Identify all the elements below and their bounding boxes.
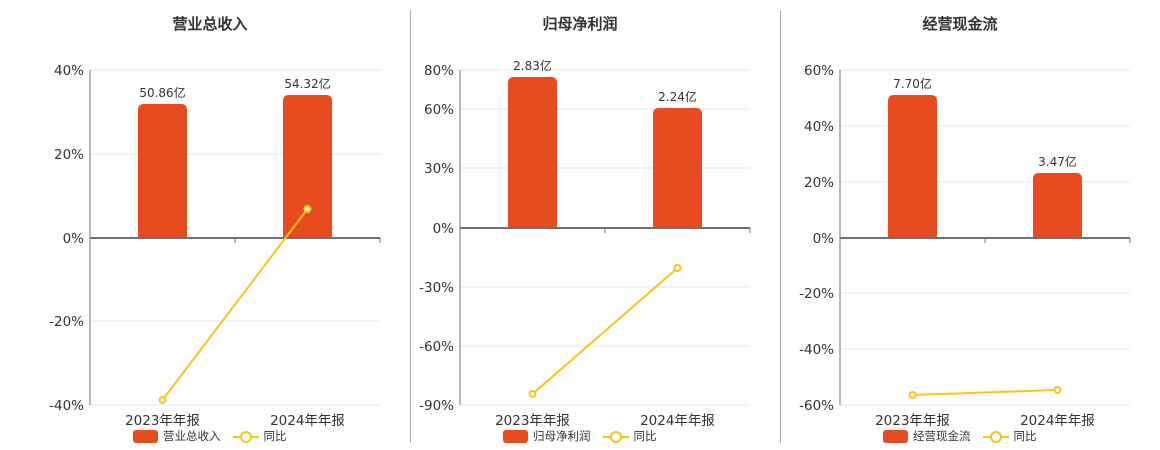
chart-plot: 40% 20% 0% -20% -40% 50.86亿 54.32亿 2023年年报 2024年… (49, 63, 381, 429)
y-tick-label: 20% (54, 147, 84, 163)
bar-value-label: 50.86亿 (139, 85, 185, 100)
chart-title: 营业总收入 (172, 15, 248, 33)
bar[interactable] (283, 95, 332, 238)
bar-value-label: 2.24亿 (658, 89, 697, 104)
bar[interactable] (653, 108, 702, 228)
bar[interactable] (138, 104, 187, 238)
legend-line-icon[interactable] (982, 430, 1009, 443)
yoy-line (912, 389, 1058, 396)
x-category-label: 2023年年报 (125, 413, 200, 429)
x-category-label: 2024年年报 (1020, 413, 1095, 429)
bar[interactable] (1033, 173, 1082, 238)
y-tick-label: 40% (54, 63, 84, 79)
bar-value-label: 7.70亿 (893, 76, 932, 91)
y-tick-label: 40% (804, 119, 834, 135)
yoy-line (161, 208, 309, 401)
y-tick-label: 0% (813, 231, 835, 247)
chart-legend: 经营现金流 同比 (883, 428, 1037, 444)
y-tick-label: -30% (419, 280, 454, 296)
y-tick-label: 30% (424, 161, 454, 177)
legend-bar-swatch[interactable] (133, 429, 158, 443)
legend-line-icon[interactable] (232, 430, 259, 443)
y-tick-label: -90% (419, 398, 454, 414)
chart-legend: 归母净利润 同比 (503, 428, 657, 444)
legend-bar-label[interactable]: 归母净利润 (533, 429, 591, 443)
y-tick-label: 20% (804, 175, 834, 191)
chart-legend: 营业总收入 同比 (133, 428, 287, 444)
y-tick-label: -20% (799, 286, 834, 302)
x-category-label: 2023年年报 (495, 413, 570, 429)
chart-panel-revenue: 营业总收入 40% 20% 0% -20% -40% 50.86亿 54.32亿 2023年年… (0, 0, 410, 450)
legend-bar-swatch[interactable] (883, 429, 908, 443)
bar-value-label: 54.32亿 (284, 76, 330, 91)
chart-panel-net-profit: 归母净利润 80% 60% 30% 0% -30% -60% -90% 2.83亿 2.24亿 2… (419, 15, 751, 444)
panel-divider (780, 10, 781, 443)
y-tick-label: -20% (49, 314, 84, 330)
yoy-point[interactable] (908, 391, 917, 399)
bar[interactable] (888, 95, 937, 238)
y-tick-label: -60% (799, 398, 834, 414)
yoy-point[interactable] (528, 390, 537, 398)
y-tick-label: 60% (804, 63, 834, 79)
bar-value-label: 3.47亿 (1038, 154, 1077, 169)
yoy-point[interactable] (673, 264, 682, 272)
legend-bar-label[interactable]: 营业总收入 (163, 429, 221, 443)
chart-title: 归母净利润 (542, 15, 618, 33)
y-tick-label: -60% (419, 339, 454, 355)
y-tick-label: -40% (799, 342, 834, 358)
chart-plot: 80% 60% 30% 0% -30% -60% -90% 2.83亿 2.24亿 2023年年报… (419, 58, 751, 429)
chart-title: 经营现金流 (922, 15, 998, 33)
legend-line-icon[interactable] (602, 430, 629, 443)
x-category-label: 2024年年报 (640, 413, 715, 429)
yoy-point[interactable] (158, 396, 167, 404)
yoy-line (531, 267, 679, 395)
y-tick-label: 80% (424, 63, 454, 79)
x-category-label: 2024年年报 (270, 413, 345, 429)
y-tick-label: 0% (63, 231, 85, 247)
y-tick-label: -40% (49, 398, 84, 414)
legend-line-label[interactable]: 同比 (633, 429, 657, 443)
legend-bar-swatch[interactable] (503, 429, 528, 443)
x-category-label: 2023年年报 (875, 413, 950, 429)
bar-value-label: 2.83亿 (513, 58, 552, 73)
legend-line-label[interactable]: 同比 (1013, 429, 1037, 443)
y-tick-label: 0% (433, 221, 455, 237)
yoy-point[interactable] (303, 205, 312, 213)
panel-divider (410, 10, 411, 443)
y-tick-label: 60% (424, 102, 454, 118)
bar[interactable] (508, 77, 557, 228)
legend-bar-label[interactable]: 经营现金流 (913, 429, 971, 443)
yoy-point[interactable] (1053, 386, 1062, 394)
legend-line-label[interactable]: 同比 (263, 429, 287, 443)
